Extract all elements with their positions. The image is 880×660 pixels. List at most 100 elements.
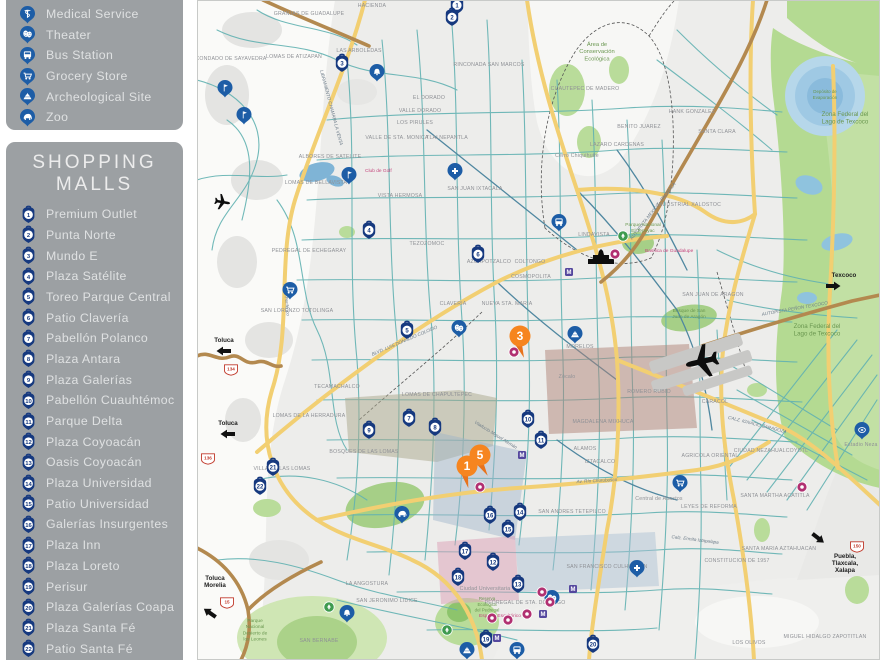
map-area-label: LA ANGOSTURA	[346, 581, 389, 587]
map-green-label: Bosque de San	[673, 308, 706, 314]
svg-text:7: 7	[27, 337, 31, 343]
mall-item-label: Plaza Inn	[46, 538, 101, 553]
map-marker-park[interactable]	[323, 601, 335, 613]
svg-text:22: 22	[25, 647, 32, 653]
map-area-label: TECAMACHALCO	[314, 384, 360, 390]
map-marker-mall-16[interactable]: 16	[483, 505, 497, 525]
map-area-label: TEZOZOMOC	[410, 241, 445, 247]
map-area-label: Estadio Neza	[844, 442, 877, 448]
map-area-label: SAN JUAN DE ARAGON	[682, 292, 744, 298]
svg-text:11: 11	[538, 438, 545, 444]
map-marker-park[interactable]	[441, 624, 453, 636]
map-marker-poi-dot[interactable]	[486, 612, 498, 624]
svg-text:18: 18	[455, 575, 462, 581]
map-marker-mall-3[interactable]: 3	[335, 53, 349, 73]
map-marker-mall-6[interactable]: 6	[471, 244, 485, 264]
map-marker-poi-dot[interactable]	[521, 608, 533, 620]
legend-item-zoo: Zoo	[6, 107, 183, 128]
svg-text:13: 13	[25, 461, 32, 467]
svg-text:8: 8	[27, 357, 31, 363]
mall-list-item-22: 22 Patio Santa Fé	[6, 638, 183, 659]
mall-badge-icon: 12	[21, 432, 36, 451]
map-marker-mall-22[interactable]: 22	[253, 476, 267, 496]
map-marker-poi-dot[interactable]	[474, 481, 486, 493]
map-marker-mall-19[interactable]: 19	[479, 629, 493, 649]
legend-item-label: Bus Station	[46, 48, 114, 63]
map-marker-mall-9[interactable]: 9	[362, 420, 376, 440]
mall-list-item-16: 16 Galerías Insurgentes	[6, 514, 183, 535]
map-marker-poi-dot[interactable]	[536, 586, 548, 598]
map-marker-metro[interactable]: M	[539, 610, 547, 618]
map-area-label: SAN JERONIMO LIDICE	[356, 598, 418, 604]
map-green-label: Parque	[247, 618, 263, 624]
map-green-label: El Tepeyac	[631, 228, 655, 234]
map-area-label: IZTACALCO	[585, 459, 616, 465]
map-marker-mall-12[interactable]: 12	[486, 552, 500, 572]
airport	[649, 333, 753, 396]
map-marker-mall-21[interactable]: 21	[266, 457, 280, 477]
map-marker-mall-10[interactable]: 10	[521, 409, 535, 429]
svg-text:4: 4	[367, 228, 371, 234]
map-area-label: CONDADO DE SAYAVEDRA	[197, 56, 267, 62]
svg-text:3: 3	[340, 61, 344, 67]
svg-text:16: 16	[25, 523, 32, 529]
map-area-label: LOMAS DE CHAPULTEPEC	[402, 392, 472, 398]
map-canvas[interactable]: HACIENDA GRANJAS DE GUADALUPE CONDADO DE S…	[197, 0, 880, 660]
map-marker-mall-13[interactable]: 13	[511, 574, 525, 594]
map-marker-mall-2[interactable]: 2	[445, 7, 459, 27]
map-marker-poi-dot[interactable]	[609, 248, 621, 260]
map-marker-mall-14[interactable]: 14	[513, 502, 527, 522]
svg-text:12: 12	[490, 560, 497, 566]
map-area-label: PEDREGAL DE STA. DOMINGO	[485, 600, 566, 606]
map-marker-highlight-3[interactable]: 3	[505, 323, 533, 358]
mall-badge-icon: 1	[21, 205, 36, 224]
map-marker-poi-dot[interactable]	[796, 481, 808, 493]
map-marker-poi-dot[interactable]	[502, 614, 514, 626]
mall-item-label: Patio Clavería	[46, 310, 129, 325]
map-marker-mall-15[interactable]: 15	[501, 519, 515, 539]
mall-item-label: Plaza Satélite	[46, 269, 127, 284]
map-green-label: Ecológica	[584, 56, 610, 62]
map-marker-mall-20[interactable]: 20	[586, 634, 600, 654]
map-marker-mall-18[interactable]: 18	[451, 567, 465, 587]
map-marker-poi-dot[interactable]	[508, 346, 520, 358]
poi-legend-list: Medical Service Theater Bus Station Grocery…	[6, 4, 183, 128]
svg-text:22: 22	[257, 484, 264, 490]
map-marker-poi-dot[interactable]	[544, 596, 556, 608]
map-marker-metro[interactable]: M	[565, 268, 573, 276]
map-area-label: AGRICOLA ORIENTAL	[682, 453, 739, 459]
svg-text:M: M	[571, 587, 576, 593]
shopping-malls-list: 1 Premium Outlet 2 Punta Norte 3 Mundo E 4 Plaz…	[6, 204, 183, 659]
map-area-label: MIGUEL HIDALGO ZAPOTITLAN	[784, 634, 867, 640]
mall-list-item-5: 5 Toreo Parque Central	[6, 287, 183, 308]
map-marker-mall-8[interactable]: 8	[428, 417, 442, 437]
map-area-label: BENITO JUAREZ	[617, 124, 660, 130]
map-marker-metro[interactable]: M	[569, 585, 577, 593]
map-marker-mall-5[interactable]: 5	[400, 320, 414, 340]
mall-badge-icon: 10	[21, 391, 36, 410]
mall-badge-icon: 17	[21, 536, 36, 555]
map-green-label: Juan de Aragón	[672, 314, 706, 320]
grocery-icon	[20, 67, 35, 86]
svg-text:5: 5	[405, 328, 409, 334]
map-marker-park[interactable]	[617, 230, 629, 242]
map-green-label: Desierto de	[243, 630, 268, 636]
poi-legend-box: Medical Service Theater Bus Station Grocery…	[6, 0, 183, 130]
svg-text:19: 19	[25, 585, 32, 591]
map-marker-metro[interactable]: M	[493, 634, 501, 642]
map-area-label: HANK GONZALEZ	[669, 109, 715, 115]
map-area-label: INDUSTRIAL XALOSTOC	[657, 202, 721, 208]
map-area-label: TLALNEPANTLA	[426, 135, 468, 141]
map-marker-mall-17[interactable]: 17	[458, 541, 472, 561]
mall-list-item-4: 4 Plaza Satélite	[6, 266, 183, 287]
map-marker-mall-11[interactable]: 11	[534, 430, 548, 450]
map-marker-mall-1[interactable]: 1	[450, 0, 464, 15]
map-area-label: SANTA CLARA	[698, 129, 736, 135]
major-roads-layer	[255, 0, 880, 660]
map-marker-mall-4[interactable]: 4	[362, 220, 376, 240]
mall-badge-icon: 13	[21, 453, 36, 472]
map-marker-mall-7[interactable]: 7	[402, 408, 416, 428]
map-marker-metro[interactable]: M	[518, 451, 526, 459]
mall-list-item-19: 19 Perisur	[6, 576, 183, 597]
